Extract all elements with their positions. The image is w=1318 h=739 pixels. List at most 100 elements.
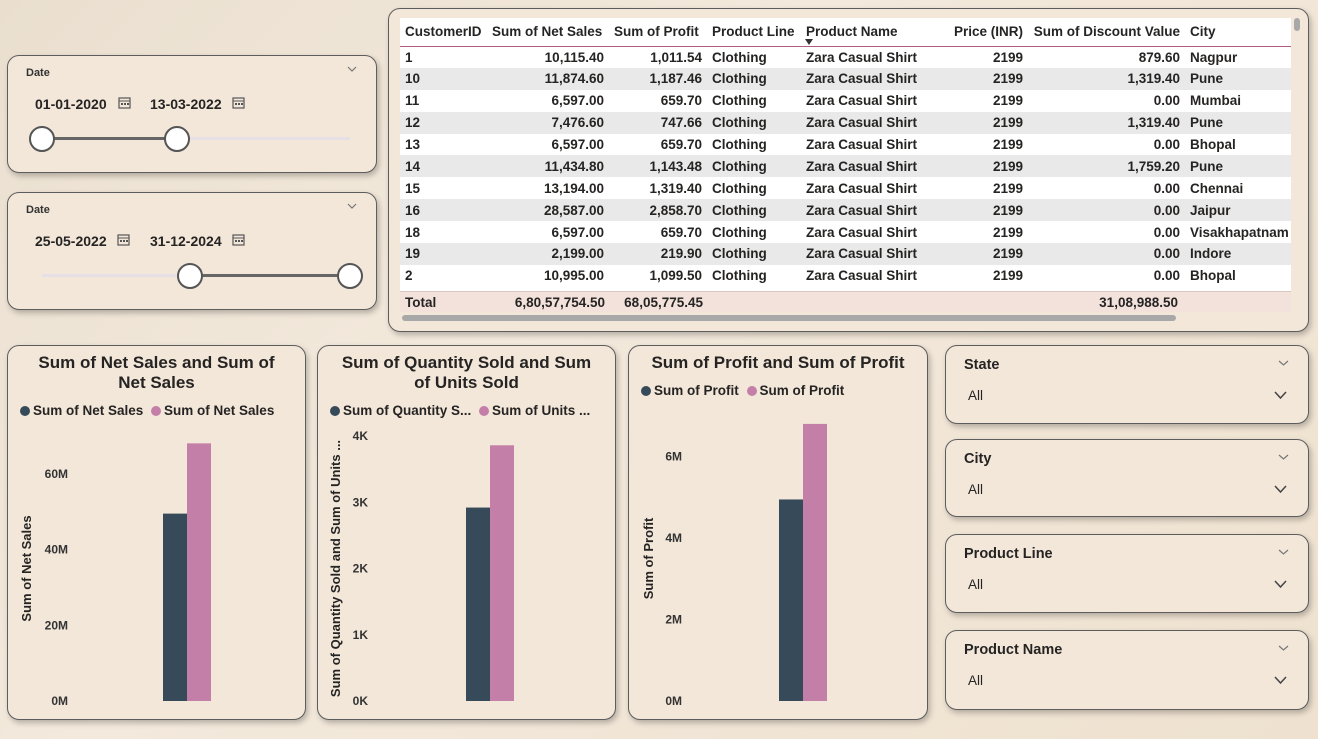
table-row[interactable]: 2 10,995.00 1,099.50 Clothing Zara Casual Sh… bbox=[400, 264, 1291, 287]
table-cell: 10,115.40 bbox=[487, 46, 609, 68]
y-tick-label: 4K bbox=[353, 429, 369, 443]
bar[interactable] bbox=[466, 507, 490, 701]
chart-legend: Sum of Profit Sum of Profit bbox=[641, 383, 844, 398]
calendar-icon[interactable] bbox=[232, 96, 245, 109]
legend-item[interactable]: Sum of Net Sales bbox=[164, 403, 275, 418]
legend-item[interactable]: Sum of Units ... bbox=[492, 403, 591, 418]
data-table: CustomerID Sum of Net Sales Sum of Profi… bbox=[400, 18, 1291, 287]
legend-marker bbox=[479, 406, 490, 416]
y-tick-label: 2K bbox=[353, 562, 369, 576]
y-tick-label: 3K bbox=[353, 495, 369, 509]
column-header[interactable]: Product Line bbox=[707, 18, 801, 47]
table-cell: Pune bbox=[1185, 111, 1291, 134]
end-date-input[interactable]: 31-12-2024 bbox=[150, 233, 222, 249]
date-slicer-2: Date 25-05-2022 31-12-2024 bbox=[7, 192, 377, 310]
slider-start-handle[interactable] bbox=[29, 126, 55, 152]
table-cell: 1,187.46 bbox=[609, 67, 707, 90]
column-header-sorted[interactable]: Product Name bbox=[801, 18, 947, 47]
slider-start-handle[interactable] bbox=[177, 263, 203, 289]
table-cell: 0.00 bbox=[1028, 243, 1185, 265]
chevron-down-icon[interactable] bbox=[1273, 390, 1288, 400]
table-cell: Zara Casual Shirt bbox=[801, 155, 947, 178]
column-header[interactable]: Price (INR) bbox=[947, 18, 1028, 47]
chart-title: Sum of Profit and Sum of Profit bbox=[651, 353, 905, 372]
date-slicer-2-title: Date bbox=[26, 204, 50, 216]
table-cell: Zara Casual Shirt bbox=[801, 264, 947, 287]
chevron-down-icon[interactable] bbox=[1273, 579, 1288, 589]
table-cell: 13,194.00 bbox=[487, 177, 609, 200]
slider-track[interactable] bbox=[42, 137, 350, 140]
date-slicer-1-title: Date bbox=[26, 67, 50, 79]
table-cell: Clothing bbox=[707, 264, 801, 287]
dropdown-value[interactable]: All bbox=[968, 577, 984, 592]
table-row[interactable]: 12 7,476.60 747.66 Clothing Zara Casual Shir… bbox=[400, 111, 1291, 134]
horizontal-scrollbar[interactable] bbox=[402, 315, 1176, 321]
bar[interactable] bbox=[187, 443, 211, 701]
table-cell: 14 bbox=[400, 155, 487, 178]
table-cell: 1,319.40 bbox=[1028, 111, 1185, 134]
column-header[interactable]: Sum of Discount Value bbox=[1028, 18, 1185, 47]
table-row[interactable]: 19 2,199.00 219.90 Clothing Zara Casual Shir… bbox=[400, 243, 1291, 265]
dropdown-value[interactable]: All bbox=[968, 673, 984, 688]
legend-item[interactable]: Sum of Profit bbox=[759, 383, 845, 398]
table-row[interactable]: 13 6,597.00 659.70 Clothing Zara Casual Shir… bbox=[400, 133, 1291, 156]
column-header[interactable]: Sum of Profit bbox=[609, 18, 707, 47]
chevron-down-icon[interactable] bbox=[1277, 452, 1290, 462]
table-cell: 2199 bbox=[947, 264, 1028, 287]
column-header[interactable]: Sum of Net Sales bbox=[487, 18, 609, 47]
total-label: Total bbox=[405, 295, 437, 310]
end-date-input[interactable]: 13-03-2022 bbox=[150, 96, 222, 112]
y-tick-label: 60M bbox=[45, 467, 68, 481]
table-cell: 1,143.48 bbox=[609, 155, 707, 178]
table-row[interactable]: 10 11,874.60 1,187.46 Clothing Zara Casual S… bbox=[400, 67, 1291, 90]
table-row[interactable]: 1 10,115.40 1,011.54 Clothing Zara Casual Sh… bbox=[400, 46, 1291, 68]
table-cell: 12 bbox=[400, 111, 487, 134]
chevron-down-icon[interactable] bbox=[346, 201, 358, 211]
table-cell: 6,597.00 bbox=[487, 221, 609, 244]
chevron-down-icon[interactable] bbox=[346, 64, 358, 74]
y-tick-label: 4M bbox=[665, 531, 682, 545]
bar[interactable] bbox=[779, 499, 803, 701]
bar[interactable] bbox=[490, 445, 514, 701]
table-cell: 11,874.60 bbox=[487, 67, 609, 90]
table-cell: 659.70 bbox=[609, 221, 707, 244]
column-header[interactable]: City bbox=[1185, 18, 1291, 47]
table-cell: 2199 bbox=[947, 111, 1028, 134]
chevron-down-icon[interactable] bbox=[1277, 547, 1290, 557]
table-cell: 0.00 bbox=[1028, 133, 1185, 156]
table-row[interactable]: 16 28,587.00 2,858.70 Clothing Zara Casual S… bbox=[400, 199, 1291, 222]
column-header[interactable]: CustomerID bbox=[400, 18, 487, 47]
bar[interactable] bbox=[163, 513, 187, 701]
table-row[interactable]: 15 13,194.00 1,319.40 Clothing Zara Casual S… bbox=[400, 177, 1291, 200]
calendar-icon[interactable] bbox=[118, 96, 131, 109]
table-cell: Clothing bbox=[707, 89, 801, 112]
table-cell: Clothing bbox=[707, 155, 801, 178]
legend-item[interactable]: Sum of Quantity S... bbox=[343, 403, 472, 418]
slider-end-handle[interactable] bbox=[337, 263, 363, 289]
table-row[interactable]: 11 6,597.00 659.70 Clothing Zara Casual Shir… bbox=[400, 89, 1291, 112]
slider-end-handle[interactable] bbox=[164, 126, 190, 152]
chevron-down-icon[interactable] bbox=[1273, 484, 1288, 494]
calendar-icon[interactable] bbox=[117, 233, 130, 246]
bar[interactable] bbox=[803, 423, 827, 701]
dropdown-value[interactable]: All bbox=[968, 482, 984, 497]
chevron-down-icon[interactable] bbox=[1277, 643, 1290, 653]
table-cell: Nagpur bbox=[1185, 46, 1291, 68]
table-row[interactable]: 18 6,597.00 659.70 Clothing Zara Casual Shir… bbox=[400, 221, 1291, 244]
table-cell: Clothing bbox=[707, 199, 801, 222]
legend-item[interactable]: Sum of Net Sales bbox=[33, 403, 144, 418]
dropdown-value[interactable]: All bbox=[968, 388, 984, 403]
start-date-input[interactable]: 25-05-2022 bbox=[35, 233, 107, 249]
chart-plot-area: 0M 2M 4M 6M Sum of Profit bbox=[641, 423, 827, 708]
calendar-icon[interactable] bbox=[232, 233, 245, 246]
table-cell: Zara Casual Shirt bbox=[801, 46, 947, 68]
table-cell: 10,995.00 bbox=[487, 264, 609, 287]
table-cell: Mumbai bbox=[1185, 89, 1291, 112]
start-date-input[interactable]: 01-01-2020 bbox=[35, 96, 107, 112]
chevron-down-icon[interactable] bbox=[1277, 358, 1290, 368]
chevron-down-icon[interactable] bbox=[1273, 675, 1288, 685]
legend-item[interactable]: Sum of Profit bbox=[654, 383, 739, 398]
table-row[interactable]: 14 11,434.80 1,143.48 Clothing Zara Casual S… bbox=[400, 155, 1291, 178]
vertical-scrollbar[interactable] bbox=[1294, 18, 1300, 31]
table-cell: Pune bbox=[1185, 67, 1291, 90]
